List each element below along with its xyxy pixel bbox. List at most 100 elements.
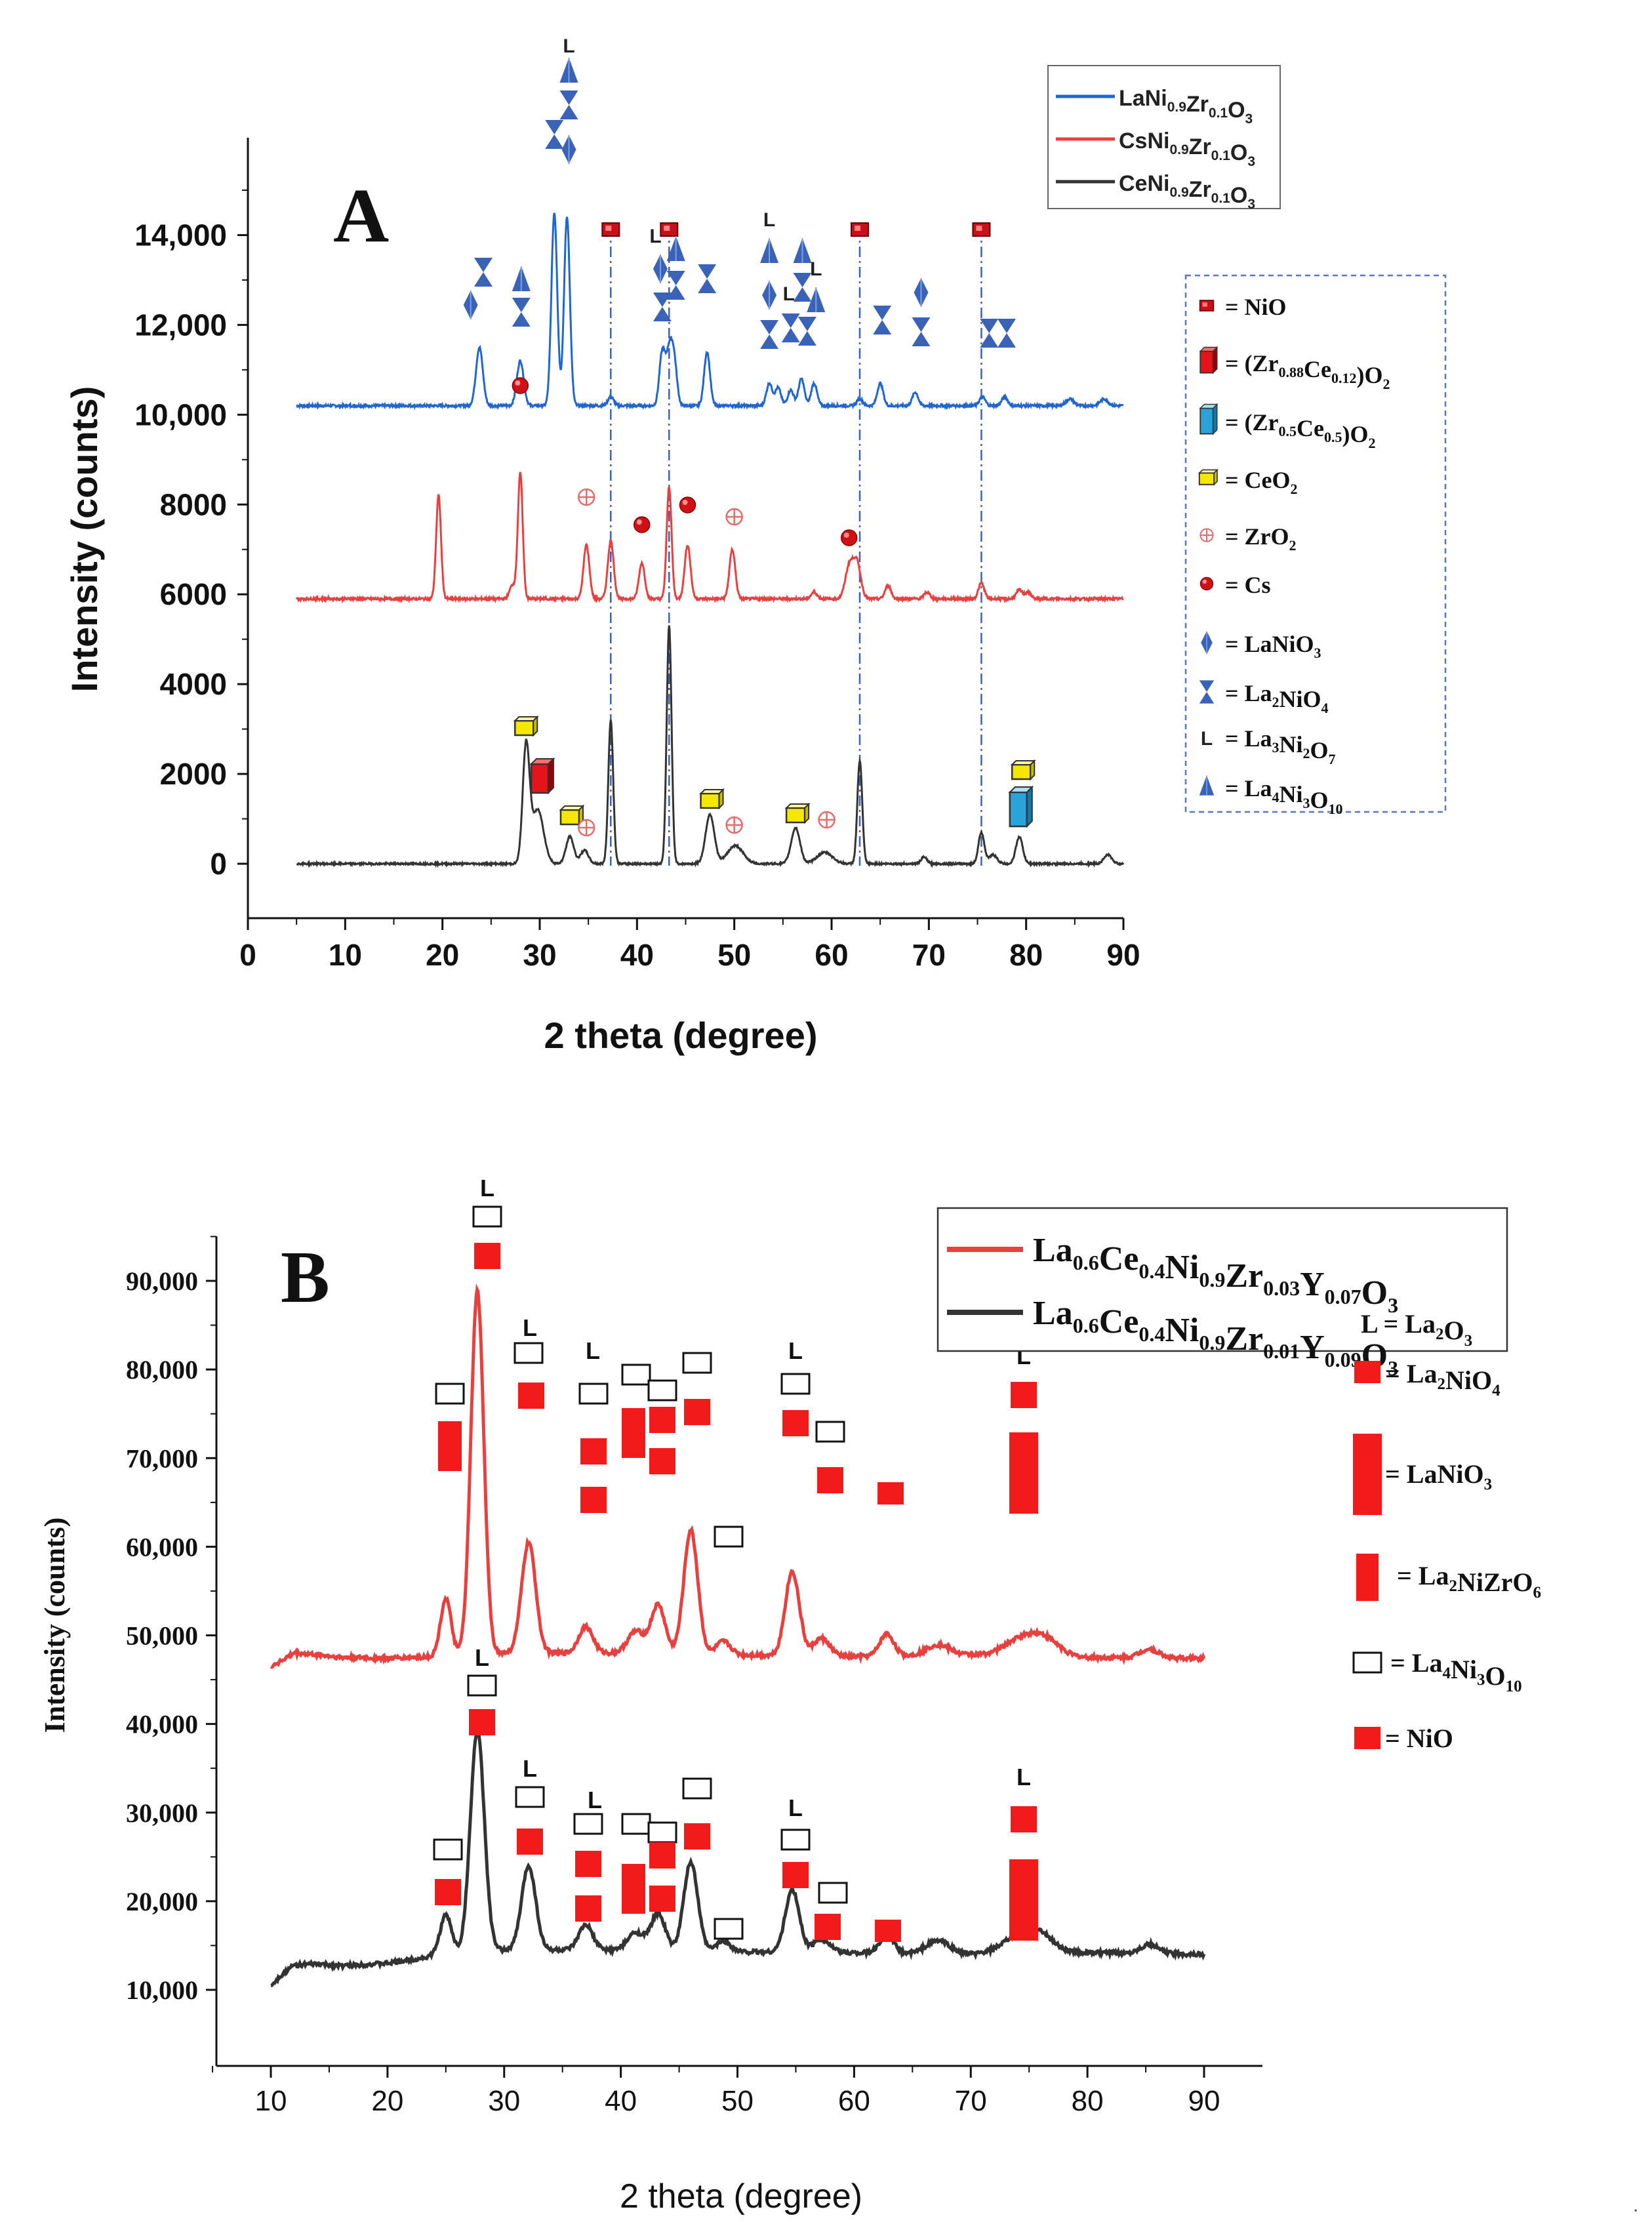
la4ni3o10-square-icon (472, 1205, 502, 1228)
legend-label: = NiO (1225, 294, 1287, 320)
l-marker: L (523, 1314, 537, 1341)
zro2-circle-plus-icon (818, 811, 836, 829)
legend-entry: = (Zr0.5Ce0.5)O2 (1199, 403, 1375, 451)
l-marker: L (788, 1794, 803, 1821)
panel-b-series-legend: La0.6Ce0.4Ni0.9Zr0.03Y0.07O3La0.6Ce0.4Ni… (937, 1207, 1508, 1380)
panel-b-x-tick-label: 60 (838, 2085, 870, 2117)
la4ni3o10-square-icon (435, 1383, 465, 1405)
la2nio4-block-icon (649, 1886, 675, 1912)
la2nio4-block-icon (817, 1467, 843, 1493)
ceo2-cube-icon (1198, 469, 1219, 485)
la2nio4-block-icon (580, 1438, 607, 1465)
panel-b-y-tick-label: 80,000 (126, 1355, 198, 1384)
panel-b-y-tick-label: 10,000 (126, 1975, 198, 2005)
l-marker: L (649, 226, 661, 247)
panel-a-letter: A (333, 172, 389, 258)
la2nio4-block-icon (1011, 1806, 1037, 1832)
panel-b-x-tick-label: 50 (721, 2085, 754, 2117)
la4ni3o10-square-icon (578, 1383, 609, 1405)
panel-b-x-tick-label: 30 (488, 2085, 520, 2117)
zro2-circle-plus-icon (1199, 528, 1214, 542)
la2nio4-block-icon (575, 1851, 601, 1877)
la2nio4-hourglass-icon (545, 120, 564, 149)
lanio3-diamond-icon (652, 254, 668, 284)
panel-b-x-tick-label: 80 (1072, 2085, 1104, 2117)
legend-entry: = La4Ni3O10 (1199, 775, 1343, 817)
panel-a-y-tick-label: 4000 (160, 667, 227, 701)
la4ni3o10-square-icon (621, 1364, 651, 1386)
zrce-red-block-icon (1199, 346, 1218, 374)
la2nio4-hourglass-icon (698, 264, 717, 293)
panel-b-series-line (270, 1726, 1206, 1987)
panel-a-series (295, 212, 1125, 868)
la4ni3o10-square-icon (514, 1342, 544, 1364)
corner-dot: . (1633, 2194, 1638, 2216)
panel-a-x-tick-label: 50 (717, 938, 751, 972)
la4ni3o10-triangle-icon (559, 57, 579, 83)
cs-dot-icon (1199, 576, 1214, 591)
la2nio4-hourglass-icon (473, 258, 493, 287)
zrce-blue-block-icon (1009, 786, 1034, 828)
panel-a-x-tick-label: 70 (912, 938, 946, 972)
la3ni2o7-letter-icon: L (1201, 728, 1213, 750)
panel-b-x-axis-label: 2 theta (degree) (620, 2177, 862, 2215)
la4ni3o10-square-icon (467, 1674, 497, 1697)
zro2-circle-plus-icon (725, 508, 743, 526)
la2nio4-hourglass-icon (873, 306, 892, 334)
zrce-blue-block-icon (1199, 403, 1218, 435)
panel-a-y-tick-label: 6000 (160, 577, 227, 611)
nio-cube-icon (660, 222, 679, 237)
panel-a-chart: 0 10 20 30 40 50 60 70 80 90 0 2000 4000 6000 8000 10,0… (64, 35, 1447, 1056)
nio-block-icon (877, 1482, 904, 1505)
panel-a-x-tick-label: 40 (620, 938, 654, 972)
panel-b-y-tick-label: 20,000 (126, 1887, 198, 1916)
legend-entry: = NiO (1354, 1724, 1453, 1753)
la2nio4-hourglass-icon (760, 320, 779, 349)
legend-entry: L = La2O3 (1361, 1309, 1472, 1350)
panel-a-x-axis-label: 2 theta (degree) (544, 1015, 818, 1056)
lanio3-diamond-icon (761, 280, 778, 310)
la2nio4-block-icon (1354, 1361, 1380, 1383)
legend-entry: = Cs (1199, 572, 1271, 598)
panel-b-y-tick-label: 30,000 (126, 1798, 198, 1828)
panel-b-chart: 10 20 30 40 50 60 70 80 90 10,000 20,000 30,000 40,0… (39, 1175, 1541, 2215)
la2nio4-block-icon (815, 1914, 841, 1940)
l-marker: L (475, 1644, 489, 1671)
la4ni3o10-square-icon (714, 1918, 744, 1940)
l-marker: L (788, 1337, 803, 1364)
la2nio4-block-icon (782, 1410, 809, 1436)
la4ni3o10-square-icon (647, 1821, 677, 1844)
cs-dot-icon (634, 516, 651, 533)
ceo2-cube-icon (559, 805, 584, 826)
panel-b-y-tick-label: 90,000 (126, 1266, 198, 1296)
cs-dot-icon (679, 496, 696, 514)
nio-cube-icon (601, 222, 620, 237)
nio-block-icon (875, 1920, 901, 1942)
panel-b-phase-legend: L = La2O3 = La2NiO4 = LaNiO3 = La2NiZrO6 = L… (1352, 1309, 1541, 1753)
la2nio4-hourglass-icon (980, 319, 999, 348)
legend-label: CsNi0.9Zr0.1O3 (1119, 129, 1255, 169)
la4ni3o10-triangle-icon (511, 266, 531, 292)
la2nio4-hourglass-icon (997, 319, 1016, 348)
panel-a-x-tick-label: 60 (815, 938, 848, 972)
l-marker: L (563, 35, 574, 57)
panel-b-y-tick-label: 50,000 (126, 1621, 198, 1651)
panel-a-y-tick-label: 14,000 (134, 218, 227, 252)
la2nio4-hourglass-icon (793, 273, 812, 302)
l-marker: L (763, 209, 775, 231)
legend-label: = La2NiO4 (1385, 1359, 1501, 1400)
legend-label: = (Zr0.5Ce0.5)O2 (1225, 409, 1375, 451)
la2nizro6-block-icon (438, 1421, 462, 1471)
lanio3-tall-block-icon (1353, 1434, 1382, 1515)
legend-label: = CeO2 (1225, 467, 1298, 497)
panel-b-y-tick-label: 40,000 (126, 1710, 198, 1739)
legend-entry: = La2NiO4 (1354, 1359, 1501, 1400)
panel-a-series-legend: LaNi0.9Zr0.1O3CsNi0.9Zr0.1O3CeNi0.9Zr0.1… (1047, 65, 1281, 212)
la2nio4-block-icon (435, 1879, 461, 1905)
legend-label: CeNi0.9Zr0.1O3 (1119, 171, 1255, 212)
nio-cube-icon (851, 222, 870, 237)
la2nio4-block-icon (684, 1823, 710, 1849)
legend-label: La0.6Ce0.4Ni0.9Zr0.03Y0.07O3 (1033, 1232, 1398, 1317)
lanio3-diamond-icon (462, 290, 479, 320)
